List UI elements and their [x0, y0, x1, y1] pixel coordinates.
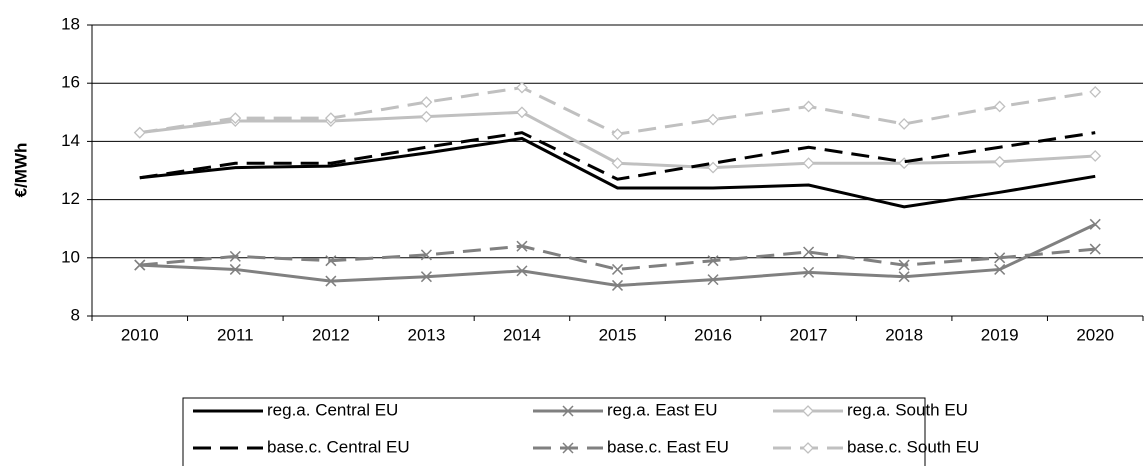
x-tick-label: 2020 [1076, 325, 1114, 344]
point [994, 263, 1006, 275]
point [611, 279, 624, 291]
x-tick-label: 2016 [694, 325, 732, 344]
y-tick-label: 12 [61, 189, 80, 208]
point [420, 96, 433, 109]
point [611, 263, 624, 275]
point [994, 252, 1006, 264]
legend-box [182, 397, 926, 466]
point [420, 249, 432, 261]
point [133, 126, 146, 139]
legend-label: reg.a. South EU [847, 400, 968, 419]
point [707, 255, 719, 267]
x-tick-label: 2018 [885, 325, 923, 344]
series-line [139, 131, 1096, 181]
point [993, 100, 1006, 113]
point [1089, 86, 1102, 98]
y-tick-label: 16 [61, 73, 80, 92]
x-tick-label: 2017 [790, 325, 828, 344]
point [803, 266, 815, 278]
point [516, 265, 528, 277]
legend-marker [562, 405, 574, 417]
x-tick-label: 2014 [503, 325, 541, 344]
point [229, 112, 242, 125]
series-line [139, 136, 1096, 209]
legend-marker [562, 442, 574, 454]
point [324, 112, 337, 125]
point [325, 275, 337, 287]
point [803, 246, 815, 258]
x-tick-label: 2013 [407, 325, 445, 344]
point [516, 106, 528, 119]
point [993, 155, 1006, 168]
y-tick-label: 18 [61, 14, 80, 33]
x-tick-label: 2015 [599, 325, 637, 344]
legend-label: base.c. Central EU [267, 437, 410, 456]
legend-label: reg.a. East EU [607, 400, 718, 419]
point [802, 157, 815, 170]
point [229, 250, 241, 262]
point [802, 100, 815, 113]
legend-marker [802, 405, 814, 417]
point [1089, 150, 1102, 162]
point [898, 118, 911, 130]
y-axis-label: €/MWh [11, 143, 30, 198]
point [1089, 243, 1101, 255]
point [420, 110, 433, 123]
x-tick-label: 2011 [217, 325, 254, 344]
point [134, 259, 146, 271]
point [229, 263, 241, 275]
x-tick-label: 2012 [312, 325, 350, 344]
point [898, 259, 910, 271]
x-tick-label: 2010 [121, 325, 159, 344]
legend-label: reg.a. Central EU [267, 400, 398, 419]
series-line [139, 222, 1096, 287]
point [1089, 218, 1101, 230]
point [707, 161, 719, 174]
point [516, 240, 528, 252]
legend-label: base.c. East EU [607, 437, 729, 456]
x-tick-label: 2019 [981, 325, 1019, 344]
point [707, 113, 719, 126]
y-tick-label: 8 [71, 305, 80, 324]
point [611, 128, 624, 141]
point [898, 271, 910, 283]
legend-marker [802, 442, 814, 454]
series-line [139, 86, 1096, 136]
y-tick-label: 10 [61, 247, 80, 266]
point [325, 255, 337, 267]
point [707, 274, 719, 286]
legend-label: base.c. South EU [847, 437, 979, 456]
y-tick-label: 14 [61, 131, 80, 150]
point [611, 157, 624, 170]
point [516, 81, 528, 94]
point [420, 271, 432, 283]
